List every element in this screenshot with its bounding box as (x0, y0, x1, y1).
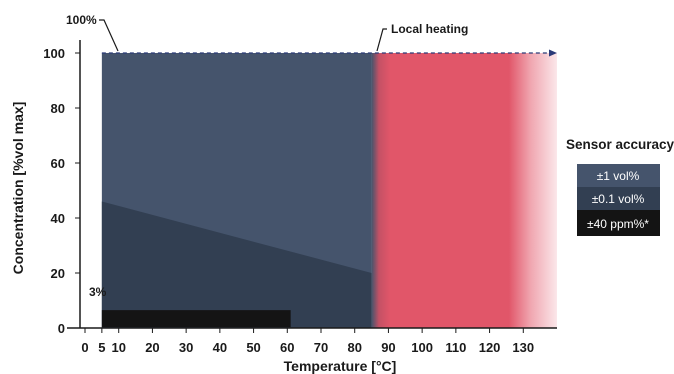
legend-swatch-40-ppm (577, 210, 660, 236)
legend-label-40-ppm: ±40 ppm%* (587, 217, 649, 231)
x-tick-label: 100 (411, 340, 433, 355)
region-0-1-vol (101, 201, 372, 328)
legend: Sensor accuracy ±1 vol% ±0.1 vol% ±40 pp… (566, 137, 674, 236)
y-tick-label: 80 (51, 101, 65, 116)
y-ticks: 0 20 40 60 80 100 (43, 46, 80, 336)
x-tick-label: 110 (445, 340, 466, 355)
region-40-ppm (101, 310, 291, 328)
x-tick-label: 40 (213, 340, 227, 355)
y-tick-label: 0 (58, 321, 65, 336)
local-heating-leader-line (376, 28, 387, 52)
local-heating-arrow (549, 49, 557, 57)
y-tick-label: 60 (51, 156, 65, 171)
legend-label-0-1-vol: ±0.1 vol% (592, 192, 645, 206)
x-tick-label: 120 (479, 340, 501, 355)
y-axis-title: Concentration [%vol max] (10, 102, 26, 275)
local-heating-region (371, 53, 557, 328)
y-tick-label: 20 (51, 266, 65, 281)
x-tick-label: 30 (179, 340, 193, 355)
top-leader-line (99, 19, 119, 52)
top-annotation: 100% (66, 13, 119, 52)
x-tick-label: 0 (81, 340, 88, 355)
x-tick-label: 50 (246, 340, 260, 355)
x-tick-label: 20 (145, 340, 159, 355)
x-tick-label: 10 (111, 340, 125, 355)
x-axis-title: Temperature [°C] (284, 358, 397, 374)
x-tick-label: 130 (512, 340, 534, 355)
legend-title: Sensor accuracy (566, 137, 674, 152)
legend-label-1-vol: ±1 vol% (597, 169, 640, 183)
x-tick-label: 5 (98, 340, 105, 355)
y-tick-label: 100 (43, 46, 65, 61)
local-heating-label: Local heating (391, 22, 468, 36)
legend-swatch-1-vol (577, 164, 660, 187)
local-heating-annotation: Local heating (376, 22, 468, 52)
legend-swatch-0-1-vol (577, 187, 660, 210)
x-tick-label: 90 (381, 340, 395, 355)
top-label: 100% (66, 13, 97, 27)
x-tick-label: 70 (314, 340, 328, 355)
x-tick-label: 80 (347, 340, 361, 355)
x-ticks: 0 5 10 20 30 40 50 60 70 80 90 100 110 120 130 (81, 328, 534, 355)
x-tick-label: 60 (280, 340, 294, 355)
low-label: 3% (89, 285, 107, 299)
y-tick-label: 40 (51, 211, 65, 226)
